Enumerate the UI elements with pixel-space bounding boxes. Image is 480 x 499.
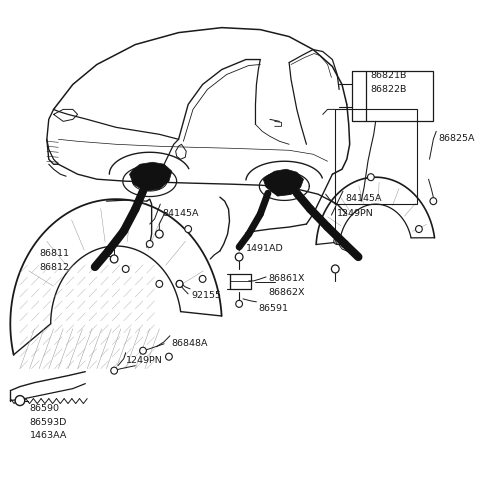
Circle shape — [336, 238, 343, 245]
Text: 86591: 86591 — [258, 304, 288, 313]
Text: 86825A: 86825A — [438, 134, 475, 143]
Circle shape — [199, 275, 206, 282]
Circle shape — [331, 265, 339, 273]
Polygon shape — [130, 162, 172, 191]
Text: 86822B: 86822B — [370, 85, 406, 94]
Text: 84145A: 84145A — [345, 194, 382, 203]
Circle shape — [430, 198, 437, 205]
Circle shape — [111, 367, 118, 374]
Text: 86848A: 86848A — [172, 339, 208, 348]
Text: 86861X: 86861X — [268, 274, 304, 283]
Text: 86811: 86811 — [39, 249, 69, 258]
Circle shape — [166, 353, 172, 360]
Circle shape — [368, 174, 374, 181]
Circle shape — [416, 226, 422, 233]
Text: 86862X: 86862X — [268, 288, 304, 297]
Bar — [335, 109, 417, 204]
Circle shape — [176, 280, 183, 287]
Text: 92155: 92155 — [191, 291, 221, 300]
Polygon shape — [263, 169, 303, 196]
Circle shape — [185, 226, 192, 233]
Text: 84145A: 84145A — [162, 209, 199, 218]
Text: 1249PN: 1249PN — [126, 356, 162, 365]
Text: 1491AD: 1491AD — [246, 244, 284, 253]
Circle shape — [156, 230, 163, 238]
Circle shape — [146, 241, 153, 248]
Text: 1463AA: 1463AA — [30, 432, 67, 441]
Circle shape — [235, 253, 243, 261]
Text: 86593D: 86593D — [30, 418, 67, 427]
Circle shape — [110, 255, 118, 263]
Circle shape — [176, 280, 183, 287]
Text: 86590: 86590 — [30, 404, 60, 413]
Circle shape — [334, 238, 340, 245]
Circle shape — [236, 300, 242, 307]
Circle shape — [122, 265, 129, 272]
Circle shape — [15, 396, 25, 406]
Bar — [366, 71, 433, 121]
Text: 86821B: 86821B — [370, 71, 406, 80]
Text: 1249PN: 1249PN — [337, 209, 374, 218]
Circle shape — [156, 280, 163, 287]
Text: 86812: 86812 — [39, 263, 69, 272]
Circle shape — [140, 347, 146, 354]
